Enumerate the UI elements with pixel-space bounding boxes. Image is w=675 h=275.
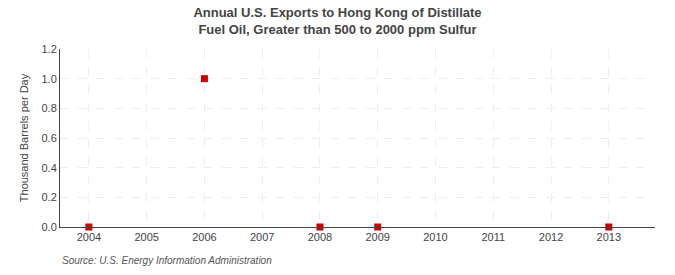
svg-text:2010: 2010 [423,231,447,243]
svg-text:0.0: 0.0 [42,221,57,233]
svg-text:0.2: 0.2 [42,191,57,203]
svg-text:Thousand Barrels per Day: Thousand Barrels per Day [18,73,30,202]
svg-text:0.4: 0.4 [42,162,57,174]
svg-text:2006: 2006 [192,231,216,243]
svg-text:2008: 2008 [308,231,332,243]
svg-text:2011: 2011 [481,231,505,243]
svg-text:2013: 2013 [597,231,621,243]
svg-text:1.0: 1.0 [42,73,57,85]
svg-text:2004: 2004 [77,231,101,243]
svg-text:1.2: 1.2 [42,43,57,55]
svg-text:0.8: 0.8 [42,102,57,114]
svg-text:2007: 2007 [250,231,274,243]
svg-text:2012: 2012 [539,231,563,243]
svg-text:2009: 2009 [365,231,389,243]
svg-text:2005: 2005 [134,231,158,243]
svg-text:Annual U.S. Exports to Hong Ko: Annual U.S. Exports to Hong Kong of Dist… [193,5,481,37]
svg-text:0.6: 0.6 [42,132,57,144]
svg-text:Source: U.S. Energy Informatio: Source: U.S. Energy Information Administ… [62,255,272,266]
